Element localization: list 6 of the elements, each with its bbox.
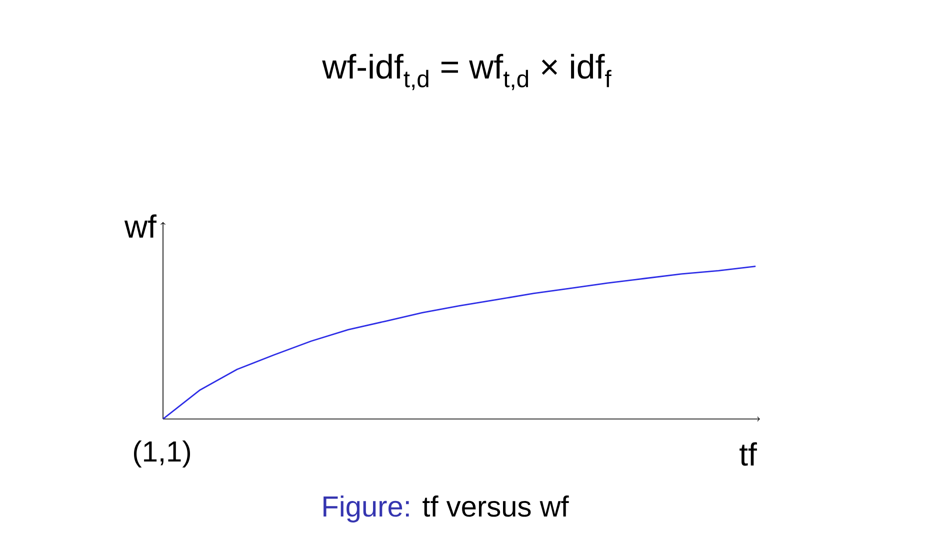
text: Figure: [324,495,409,523]
y-axis-title: wf [124,214,157,238]
text: tf versus wf [422,496,569,517]
text: (1,1) [134,440,190,468]
x-axis-title: tf [740,442,757,466]
chart-title: wf-idf$_{t,d}$ = wf$_{t,d}$ × idf$_{f}$ [322,54,612,90]
